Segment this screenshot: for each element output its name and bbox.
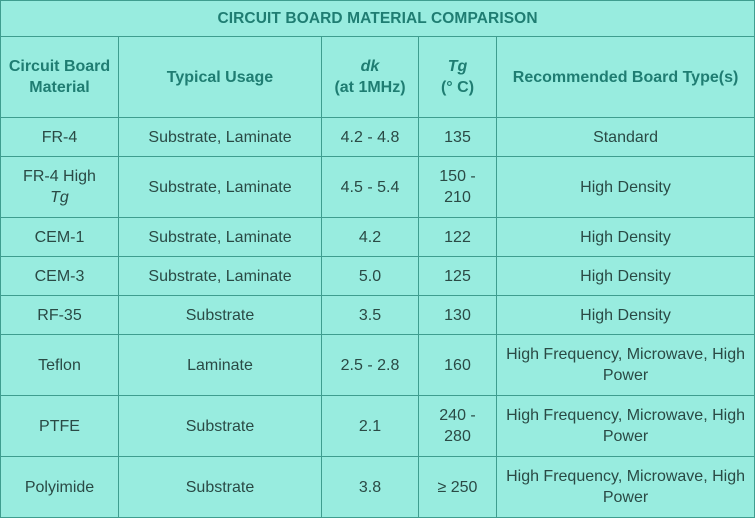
cell-usage: Substrate, Laminate (118, 117, 322, 157)
header-dk-symbol: dk (360, 58, 380, 75)
cell-material: RF-35 (0, 295, 119, 335)
cell-usage: Substrate (118, 295, 322, 335)
cell-tg: 240 - 280 (418, 395, 497, 457)
cell-dk: 3.5 (321, 295, 419, 335)
table-row: FR-4 Substrate, Laminate 4.2 - 4.8 135 S… (0, 117, 755, 157)
header-usage: Typical Usage (118, 36, 322, 118)
cell-usage: Substrate (118, 395, 322, 457)
cell-material: FR-4 (0, 117, 119, 157)
cell-material: CEM-1 (0, 217, 119, 257)
cell-board-type: High Frequency, Microwave, High Power (495, 395, 755, 457)
cell-board-type: High Density (495, 156, 755, 218)
cell-board-type: High Frequency, Microwave, High Power (495, 334, 755, 396)
cell-tg: 135 (418, 117, 497, 157)
cell-board-type: High Density (495, 256, 755, 296)
table-title: CIRCUIT BOARD MATERIAL COMPARISON (0, 0, 755, 37)
table-row: FR-4 High Tg Substrate, Laminate 4.5 - 5… (0, 156, 755, 218)
cell-board-type: High Density (495, 295, 755, 335)
cell-dk: 4.5 - 5.4 (321, 156, 419, 218)
table-row: PTFE Substrate 2.1 240 - 280 High Freque… (0, 395, 755, 457)
cell-material: PTFE (0, 395, 119, 457)
cell-usage: Substrate, Laminate (118, 217, 322, 257)
cell-material: FR-4 High Tg (0, 156, 119, 218)
cell-dk: 4.2 - 4.8 (321, 117, 419, 157)
header-material: Circuit Board Material (0, 36, 119, 118)
cell-tg: 160 (418, 334, 497, 396)
cell-board-type: High Frequency, Microwave, High Power (495, 456, 755, 518)
table-row: RF-35 Substrate 3.5 130 High Density (0, 295, 755, 335)
cell-usage: Substrate (118, 456, 322, 518)
header-tg-symbol: Tg (447, 58, 468, 75)
table-row: Teflon Laminate 2.5 - 2.8 160 High Frequ… (0, 334, 755, 396)
cell-board-type: Standard (495, 117, 755, 157)
cell-dk: 5.0 (321, 256, 419, 296)
cell-usage: Laminate (118, 334, 322, 396)
header-tg-unit: (° C) (440, 79, 475, 96)
cell-usage: Substrate, Laminate (118, 256, 322, 296)
cell-material-line2: Tg (50, 189, 69, 206)
table-row: Polyimide Substrate 3.8 ≥ 250 High Frequ… (0, 456, 755, 518)
header-dk-unit: (at 1MHz) (334, 79, 406, 96)
cell-tg: 130 (418, 295, 497, 335)
cell-dk: 2.5 - 2.8 (321, 334, 419, 396)
cell-tg: 150 - 210 (418, 156, 497, 218)
cell-dk: 4.2 (321, 217, 419, 257)
cell-material: Polyimide (0, 456, 119, 518)
header-dk: dk (at 1MHz) (321, 36, 419, 118)
cell-tg: 122 (418, 217, 497, 257)
header-board-type: Recommended Board Type(s) (495, 36, 755, 118)
cell-tg: 125 (418, 256, 497, 296)
cell-dk: 2.1 (321, 395, 419, 457)
cell-material: Teflon (0, 334, 119, 396)
cell-material-line1: FR-4 High (23, 168, 96, 185)
cell-dk: 3.8 (321, 456, 419, 518)
header-tg: Tg (° C) (418, 36, 497, 118)
cell-board-type: High Density (495, 217, 755, 257)
table-row: CEM-1 Substrate, Laminate 4.2 122 High D… (0, 217, 755, 257)
table-row: CEM-3 Substrate, Laminate 5.0 125 High D… (0, 256, 755, 296)
cell-material: CEM-3 (0, 256, 119, 296)
cell-tg: ≥ 250 (418, 456, 497, 518)
cell-usage: Substrate, Laminate (118, 156, 322, 218)
